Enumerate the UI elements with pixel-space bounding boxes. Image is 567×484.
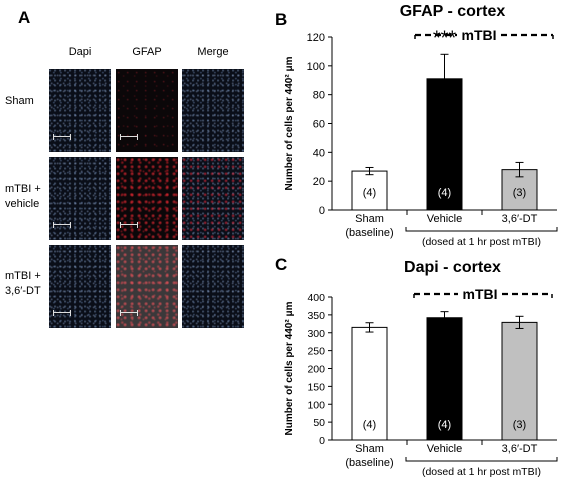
panel-a-letter: A xyxy=(18,8,31,27)
chart-b-significance-stars: *** xyxy=(433,27,457,49)
chart-c-x-tick-label: Vehicle xyxy=(427,443,462,455)
chart-c-y-tick-label: 300 xyxy=(307,328,325,340)
chart-b-x-tick-label: 3,6′-DT xyxy=(502,213,538,225)
chart-c-title: Dapi - cortex xyxy=(404,259,501,276)
panel-c-letter: C xyxy=(275,255,287,274)
chart-b-y-tick-label: 20 xyxy=(313,176,325,188)
chart-b-x-tick-label: (baseline) xyxy=(345,227,393,239)
chart-c-y-tick-label: 150 xyxy=(307,381,325,393)
row-label-sham: Sham xyxy=(5,94,34,109)
chart-c-y-tick-label: 100 xyxy=(307,399,325,411)
chart-b-y-axis-label: Number of cells per 440² μm xyxy=(284,56,295,190)
chart-b-group-bracket-label: mTBI xyxy=(462,27,497,43)
chart-c-footnote-bracket xyxy=(405,457,558,462)
row-label-line: 3,6′-DT xyxy=(5,285,41,297)
column-label-merge: Merge xyxy=(197,46,229,58)
micrograph-vehicle-merge xyxy=(182,157,244,240)
chart-b-footnote: (dosed at 1 hr post mTBI) xyxy=(422,236,541,248)
scale-bar xyxy=(120,310,138,316)
scale-bar xyxy=(53,310,71,316)
micrograph-vehicle-dapi xyxy=(49,157,111,240)
chart-c-x-tick-label: 3,6′-DT xyxy=(502,443,538,455)
micrograph-36dt-dapi xyxy=(49,245,111,328)
row-label-line: mTBI + xyxy=(5,270,41,282)
scale-bar xyxy=(53,222,71,228)
chart-b-x-tick-label: Sham xyxy=(355,213,384,225)
row-label-line: vehicle xyxy=(5,198,40,210)
chart-c-n-label: (4) xyxy=(438,419,451,431)
chart-c-footnote: (dosed at 1 hr post mTBI) xyxy=(422,466,541,478)
chart-c-y-tick-label: 200 xyxy=(307,364,325,376)
chart-c-y-axis-label: Number of cells per 440² μm xyxy=(284,301,295,435)
chart-c-x-tick-label: (baseline) xyxy=(345,457,393,469)
scale-bar xyxy=(120,134,138,140)
chart-c-group-bracket-label: mTBI xyxy=(463,286,498,302)
micrograph-sham-merge xyxy=(182,69,244,152)
chart-b-bar xyxy=(351,170,388,211)
chart-c-x-tick-label: Sham xyxy=(355,443,384,455)
scale-bar xyxy=(53,134,71,140)
chart-b-y-tick-label: 0 xyxy=(319,205,325,217)
chart-b-n-label: (4) xyxy=(438,187,451,199)
chart-c-y-tick-label: 350 xyxy=(307,310,325,322)
chart-b-y-tick-label: 80 xyxy=(313,90,325,102)
panel-b-letter: B xyxy=(275,10,287,29)
chart-c-n-label: (4) xyxy=(363,419,376,431)
chart-b-y-tick-label: 120 xyxy=(307,32,325,44)
micrograph-vehicle-gfap xyxy=(116,157,178,240)
chart-c-y-tick-label: 50 xyxy=(313,417,325,429)
row-label-mtbi-vehicle: mTBI + vehicle xyxy=(5,182,41,212)
chart-c-y-tick-label: 250 xyxy=(307,346,325,358)
chart-b-y-tick-label: 60 xyxy=(313,119,325,131)
chart-c-bar xyxy=(426,317,463,441)
row-label-mtbi-36dt: mTBI + 3,6′-DT xyxy=(5,269,41,299)
chart-b-y-tick-label: 100 xyxy=(307,61,325,73)
micrograph-36dt-gfap xyxy=(116,245,178,328)
chart-b-n-label: (3) xyxy=(513,187,526,199)
chart-c-n-label: (3) xyxy=(513,419,526,431)
chart-b-title: GFAP - cortex xyxy=(400,3,506,20)
micrograph-36dt-merge xyxy=(182,245,244,328)
micrograph-sham-gfap xyxy=(116,69,178,152)
chart-b-n-label: (4) xyxy=(363,187,376,199)
chart-c-bar xyxy=(501,321,538,441)
row-label-line: mTBI + xyxy=(5,183,41,195)
chart-b-y-tick-label: 40 xyxy=(313,147,325,159)
micrograph-sham-dapi xyxy=(49,69,111,152)
column-label-dapi: Dapi xyxy=(68,46,92,58)
column-label-gfap: GFAP xyxy=(132,46,162,58)
row-label-line: Sham xyxy=(5,95,34,107)
chart-b-x-tick-label: Vehicle xyxy=(427,213,462,225)
scale-bar xyxy=(120,222,138,228)
chart-c-y-tick-label: 0 xyxy=(319,435,325,447)
chart-c-y-tick-label: 400 xyxy=(307,292,325,304)
chart-c-bar xyxy=(351,326,388,441)
chart-b-footnote-bracket xyxy=(405,227,558,232)
